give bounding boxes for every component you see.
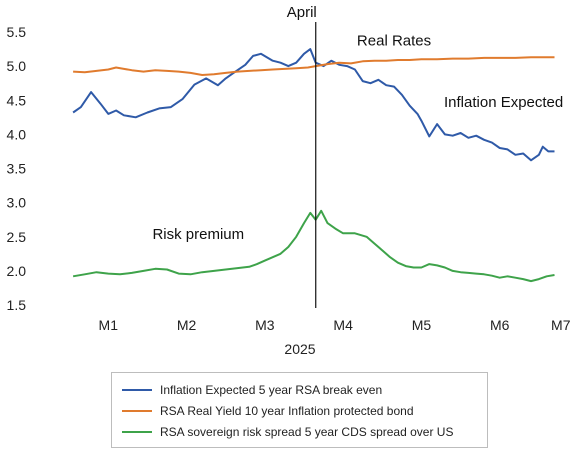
y-tick-label: 3.5 [7, 161, 27, 177]
y-tick-label: 4.5 [7, 92, 27, 108]
legend-swatch-real-yield [122, 409, 152, 412]
series-line-1 [73, 56, 555, 76]
x-tick-label: M3 [255, 317, 275, 333]
legend-label-real-yield: RSA Real Yield 10 year Inflation protect… [160, 403, 414, 418]
y-tick-label: 3.0 [7, 195, 27, 211]
y-tick-label: 1.5 [7, 297, 27, 313]
x-tick-label: M4 [333, 317, 353, 333]
april-label: April [287, 4, 317, 21]
x-tick-label: M6 [490, 317, 510, 333]
y-axis: 1.5 2.0 2.5 3.0 3.5 4.0 4.5 5.0 5.5 [7, 24, 27, 313]
x-tick-label: M1 [99, 317, 119, 333]
legend-item-risk-spread: RSA sovereign risk spread 5 year CDS spr… [122, 421, 487, 442]
annotation-label: Real Rates [357, 33, 431, 50]
plot-area [72, 48, 555, 283]
series-line-2 [72, 209, 555, 283]
legend-swatch-inflation-expected [122, 388, 152, 391]
x-tick-label: M2 [177, 317, 197, 333]
april-marker: April [287, 4, 317, 308]
legend-label-risk-spread: RSA sovereign risk spread 5 year CDS spr… [160, 424, 454, 439]
x-axis: M1 M2 M3 M4 M5 M6 M7 [99, 317, 571, 333]
x-tick-label: M7 [551, 317, 571, 333]
annotation-label: Inflation Expected [444, 94, 563, 111]
y-tick-label: 4.0 [7, 126, 27, 142]
legend-item-real-yield: RSA Real Yield 10 year Inflation protect… [122, 400, 487, 421]
y-tick-label: 2.0 [7, 263, 27, 279]
y-tick-label: 5.0 [7, 58, 27, 74]
y-tick-label: 5.5 [7, 24, 27, 40]
x-axis-title: 2025 [284, 341, 315, 357]
annotation-label: Risk premium [152, 226, 244, 243]
legend-item-inflation-expected: Inflation Expected 5 year RSA break even [122, 379, 487, 400]
legend: Inflation Expected 5 year RSA break even… [111, 372, 488, 448]
x-tick-label: M5 [412, 317, 432, 333]
y-tick-label: 2.5 [7, 229, 27, 245]
legend-label-inflation-expected: Inflation Expected 5 year RSA break even [160, 382, 383, 397]
legend-swatch-risk-spread [122, 430, 152, 433]
annotations: Real Rates Inflation Expected Risk premium [152, 33, 563, 243]
series-line-0 [72, 48, 555, 162]
